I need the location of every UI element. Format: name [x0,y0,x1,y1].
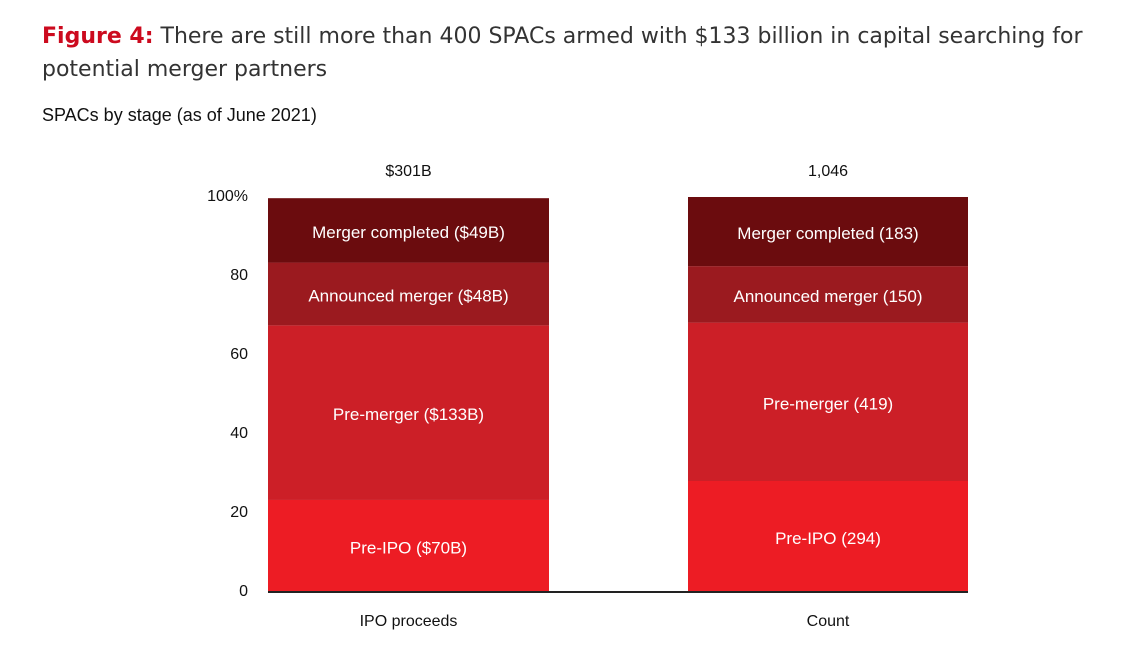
x-tick-label: Count [807,613,850,630]
y-tick-label: 0 [239,583,248,600]
y-tick-label: 100% [207,188,248,205]
segment-label: Merger completed (183) [737,224,918,243]
total-label: 1,046 [808,163,848,180]
bar-segment [688,197,968,267]
bar-segment [688,322,968,482]
y-tick-label: 40 [230,425,248,442]
total-label: $301B [385,163,431,180]
segment-label: Pre-IPO (294) [775,529,881,548]
bar-segment [688,266,968,323]
segment-label: Merger completed ($49B) [312,223,505,242]
segment-label: Announced merger ($48B) [308,286,508,305]
title-prefix: Figure 4: [42,24,154,49]
bar-segment [268,325,549,500]
title-text: There are still more than 400 SPACs arme… [42,24,1083,82]
bar-segment [268,198,549,263]
bar-segment [688,481,968,592]
x-tick-label: IPO proceeds [360,613,458,630]
y-tick-label: 60 [230,346,248,363]
segment-label: Announced merger (150) [733,287,922,306]
segment-label: Pre-IPO ($70B) [350,538,467,557]
segment-label: Pre-merger ($133B) [333,405,484,424]
chart-title: Figure 4: There are still more than 400 … [42,20,1122,86]
chart-subtitle: SPACs by stage (as of June 2021) [42,105,317,125]
bar-segment [268,499,549,592]
segment-label: Pre-merger (419) [763,394,893,413]
y-tick-label: 20 [230,504,248,521]
y-tick-label: 80 [230,267,248,284]
bar-segment [268,262,549,326]
